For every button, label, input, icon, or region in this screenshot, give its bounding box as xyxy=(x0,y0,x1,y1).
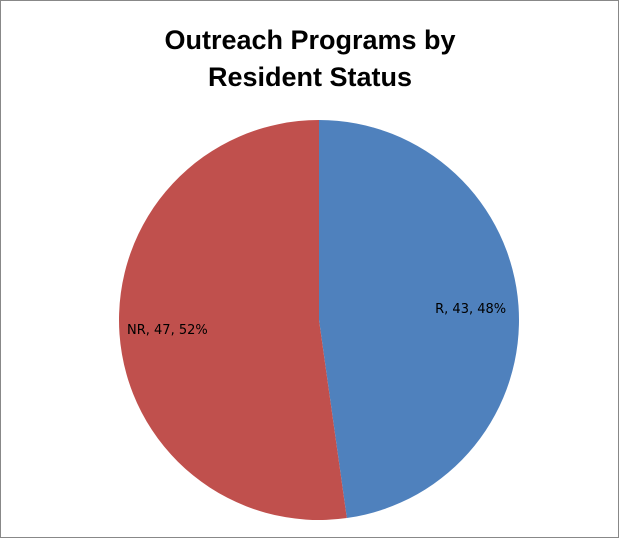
pie-slice xyxy=(319,120,519,519)
pie-slice xyxy=(118,120,347,520)
chart-title: Outreach Programs by Resident Status xyxy=(164,25,456,92)
data-label: R, 43, 48% xyxy=(435,302,506,317)
data-label: NR, 47, 52% xyxy=(127,323,208,338)
